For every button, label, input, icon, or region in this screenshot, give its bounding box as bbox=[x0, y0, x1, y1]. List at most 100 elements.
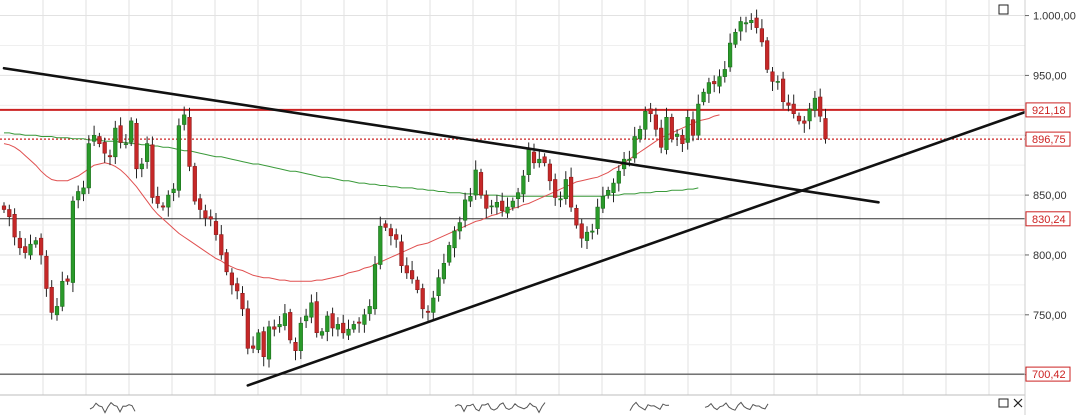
candle-body bbox=[706, 82, 711, 94]
candle-body bbox=[510, 200, 515, 208]
candle-body bbox=[727, 42, 733, 68]
candle-body bbox=[23, 246, 28, 253]
candle-body bbox=[314, 301, 319, 334]
candle-body bbox=[219, 234, 224, 256]
candle-body bbox=[743, 22, 749, 25]
candle-body bbox=[765, 40, 770, 70]
candle-body bbox=[176, 125, 182, 191]
candle-body bbox=[685, 117, 690, 143]
candle-body bbox=[229, 272, 235, 286]
candle-body bbox=[49, 286, 54, 313]
candle-body bbox=[17, 237, 23, 249]
candle-body bbox=[680, 135, 685, 145]
candle-body bbox=[616, 170, 621, 184]
candle-body bbox=[775, 81, 780, 83]
price-label-resistance: 921,18 bbox=[1032, 105, 1066, 117]
candle-body bbox=[547, 163, 552, 182]
candle-body bbox=[409, 270, 415, 280]
candle-body bbox=[505, 206, 510, 214]
candle-body bbox=[139, 163, 144, 170]
candle-body bbox=[1, 205, 7, 210]
candle-body bbox=[802, 120, 807, 124]
candle-body bbox=[780, 78, 786, 103]
candle-body bbox=[97, 136, 102, 144]
candle-body bbox=[425, 310, 431, 313]
candle-body bbox=[568, 176, 574, 208]
candle-body bbox=[606, 190, 611, 196]
candle-body bbox=[28, 243, 33, 256]
candle-body bbox=[749, 19, 754, 23]
candle-body bbox=[415, 279, 420, 291]
candle-body bbox=[208, 216, 213, 220]
axis-tick-label: 800,00 bbox=[1033, 250, 1067, 262]
candle-body bbox=[319, 331, 325, 336]
candle-body bbox=[150, 144, 155, 198]
maximize-icon[interactable] bbox=[998, 4, 1009, 15]
candle-body bbox=[452, 230, 457, 249]
candle-body bbox=[187, 117, 192, 167]
candle-body bbox=[134, 123, 139, 170]
restore-icon[interactable] bbox=[998, 398, 1009, 408]
candle-body bbox=[436, 277, 441, 297]
candle-body bbox=[462, 199, 468, 221]
candle-body bbox=[288, 312, 293, 341]
candle-body bbox=[192, 166, 197, 202]
candle-body bbox=[770, 71, 775, 82]
close-icon[interactable] bbox=[1013, 398, 1023, 408]
candle-body bbox=[643, 111, 648, 130]
candle-body bbox=[494, 202, 500, 208]
candle-body bbox=[786, 102, 791, 106]
candle-body bbox=[542, 156, 547, 164]
candle-body bbox=[478, 172, 484, 196]
candle-body bbox=[733, 31, 738, 45]
candle-body bbox=[738, 21, 743, 32]
descending-trendline bbox=[2, 66, 880, 204]
window-buttons[interactable] bbox=[998, 4, 1023, 408]
volume-indicator-line bbox=[89, 401, 769, 414]
candle-body bbox=[107, 155, 113, 158]
candle-body bbox=[388, 228, 394, 237]
candle-body bbox=[637, 129, 643, 140]
candle-body bbox=[145, 143, 150, 162]
candle-body bbox=[521, 175, 526, 195]
candle-body bbox=[351, 324, 356, 330]
candle-body bbox=[356, 321, 362, 324]
candle-body bbox=[722, 69, 727, 77]
price-label-box-mid-support bbox=[1025, 211, 1071, 227]
candle-body bbox=[372, 264, 378, 310]
grid-lines bbox=[0, 0, 1025, 396]
candle-body bbox=[818, 96, 823, 117]
candle-body bbox=[335, 324, 341, 330]
candle-body bbox=[611, 182, 616, 194]
candle-body bbox=[500, 200, 505, 212]
candle-body bbox=[399, 241, 404, 267]
candle-body bbox=[341, 322, 346, 334]
candle-body bbox=[81, 187, 86, 195]
candle-body bbox=[383, 223, 388, 228]
candle-body bbox=[600, 196, 605, 209]
candle-body bbox=[457, 222, 462, 232]
candle-body bbox=[256, 332, 261, 350]
horizontal-levels bbox=[0, 108, 1025, 375]
axis-tick-label: 850,00 bbox=[1033, 190, 1067, 202]
candle-body bbox=[113, 127, 118, 158]
candle-body bbox=[155, 196, 160, 204]
candle-body bbox=[303, 315, 309, 322]
candle-body bbox=[394, 234, 399, 240]
price-label-last-price: 896,75 bbox=[1032, 134, 1066, 146]
candle-body bbox=[213, 221, 219, 235]
candle-body bbox=[632, 136, 637, 159]
candle-body bbox=[420, 288, 425, 310]
candle-body bbox=[245, 308, 250, 349]
candle-body bbox=[44, 255, 49, 289]
candle-body bbox=[160, 205, 166, 208]
candle-body bbox=[166, 194, 171, 208]
candle-body bbox=[441, 262, 447, 280]
candle-body bbox=[579, 223, 584, 239]
candle-body bbox=[489, 205, 494, 208]
candle-body bbox=[325, 315, 330, 332]
candle-body bbox=[563, 179, 568, 200]
candle-body bbox=[468, 196, 473, 202]
candle-body bbox=[309, 302, 314, 318]
candle-body bbox=[537, 158, 542, 164]
